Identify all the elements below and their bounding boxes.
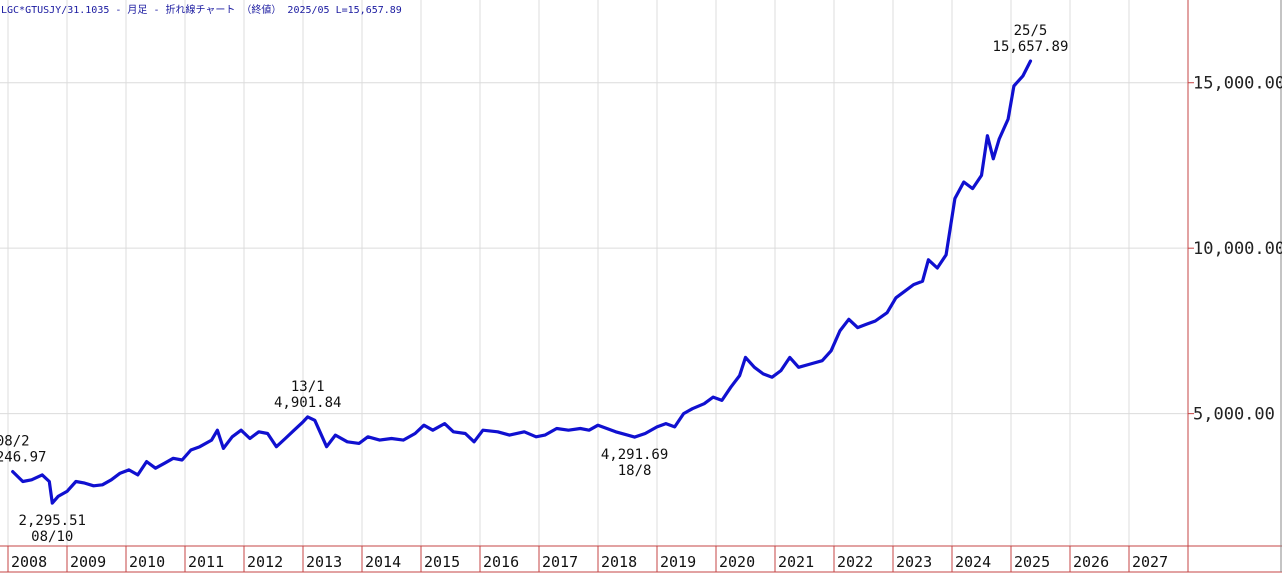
x-tick-label: 2018: [601, 553, 637, 571]
annotation-label: 4,291.69: [601, 447, 668, 463]
x-tick-label: 2020: [719, 553, 755, 571]
annotation-label: 08/2: [0, 434, 30, 450]
x-tick-label: 2017: [542, 553, 578, 571]
x-axis: 2008 2009 2010 2011 2012 2013 2014 2015 2016 2017…: [7, 546, 1168, 572]
x-tick-label: 2015: [424, 553, 460, 571]
x-tick-label: 2025: [1014, 553, 1050, 571]
x-tick-label: 2023: [896, 553, 932, 571]
x-tick-label: 2009: [70, 553, 106, 571]
grid: [0, 0, 1188, 546]
y-tick-label: 5,000.00: [1193, 405, 1275, 425]
x-tick-label: 2016: [483, 553, 519, 571]
annotation-label: 25/5: [1014, 23, 1048, 39]
x-tick-label: 2013: [306, 553, 342, 571]
annotation-label: 2,295.51: [19, 513, 86, 529]
x-tick-label: 2021: [778, 553, 814, 571]
series-layer: [11, 59, 1033, 505]
annotation-label: 18/8: [618, 463, 652, 479]
x-tick-label: 2022: [837, 553, 873, 571]
x-tick-label: 2008: [11, 553, 47, 571]
x-tick-label: 2011: [188, 553, 224, 571]
annotation-label: 08/10: [31, 529, 73, 545]
x-tick-label: 2026: [1073, 553, 1109, 571]
series-line: [11, 59, 1033, 505]
x-tick-label: 2012: [247, 553, 283, 571]
annotation-label: 3,246.97: [0, 450, 46, 466]
chart-title: LGC*GTUSJY/31.1035 - 月足 - 折れ線チャート （終値） 2…: [1, 3, 402, 16]
x-tick-label: 2027: [1132, 553, 1168, 571]
y-tick-label: 10,000.00: [1193, 239, 1282, 259]
annotation-label: 4,901.84: [274, 395, 341, 411]
x-tick-label: 2019: [660, 553, 696, 571]
annotation-label: 13/1: [291, 379, 325, 395]
x-tick-label: 2024: [955, 553, 991, 571]
x-tick-label: 2014: [365, 553, 401, 571]
x-tick-label: 2010: [129, 553, 165, 571]
y-axis: 5,000.00 10,000.00 15,000.00: [1188, 74, 1282, 425]
y-tick-label: 15,000.00: [1193, 74, 1282, 94]
annotation-label: 15,657.89: [993, 39, 1069, 55]
